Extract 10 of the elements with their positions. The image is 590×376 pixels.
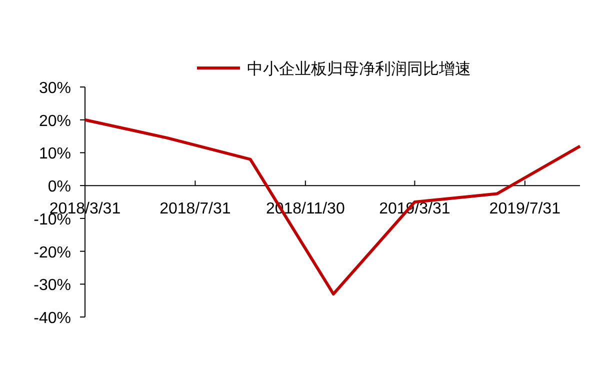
y-tick-label: -40% bbox=[34, 310, 71, 327]
legend-label: 中小企业板归母净利润同比增速 bbox=[247, 59, 471, 78]
x-tick-label: 2019/7/31 bbox=[489, 200, 561, 218]
y-tick-label: -20% bbox=[34, 244, 71, 262]
y-tick-label: 10% bbox=[38, 146, 71, 163]
y-tick-label: 0% bbox=[48, 178, 71, 196]
y-tick-label: 20% bbox=[38, 112, 71, 130]
y-tick-label: -30% bbox=[34, 277, 71, 294]
y-tick-label: 30% bbox=[38, 80, 71, 97]
x-tick-label: 2018/7/31 bbox=[160, 200, 231, 218]
